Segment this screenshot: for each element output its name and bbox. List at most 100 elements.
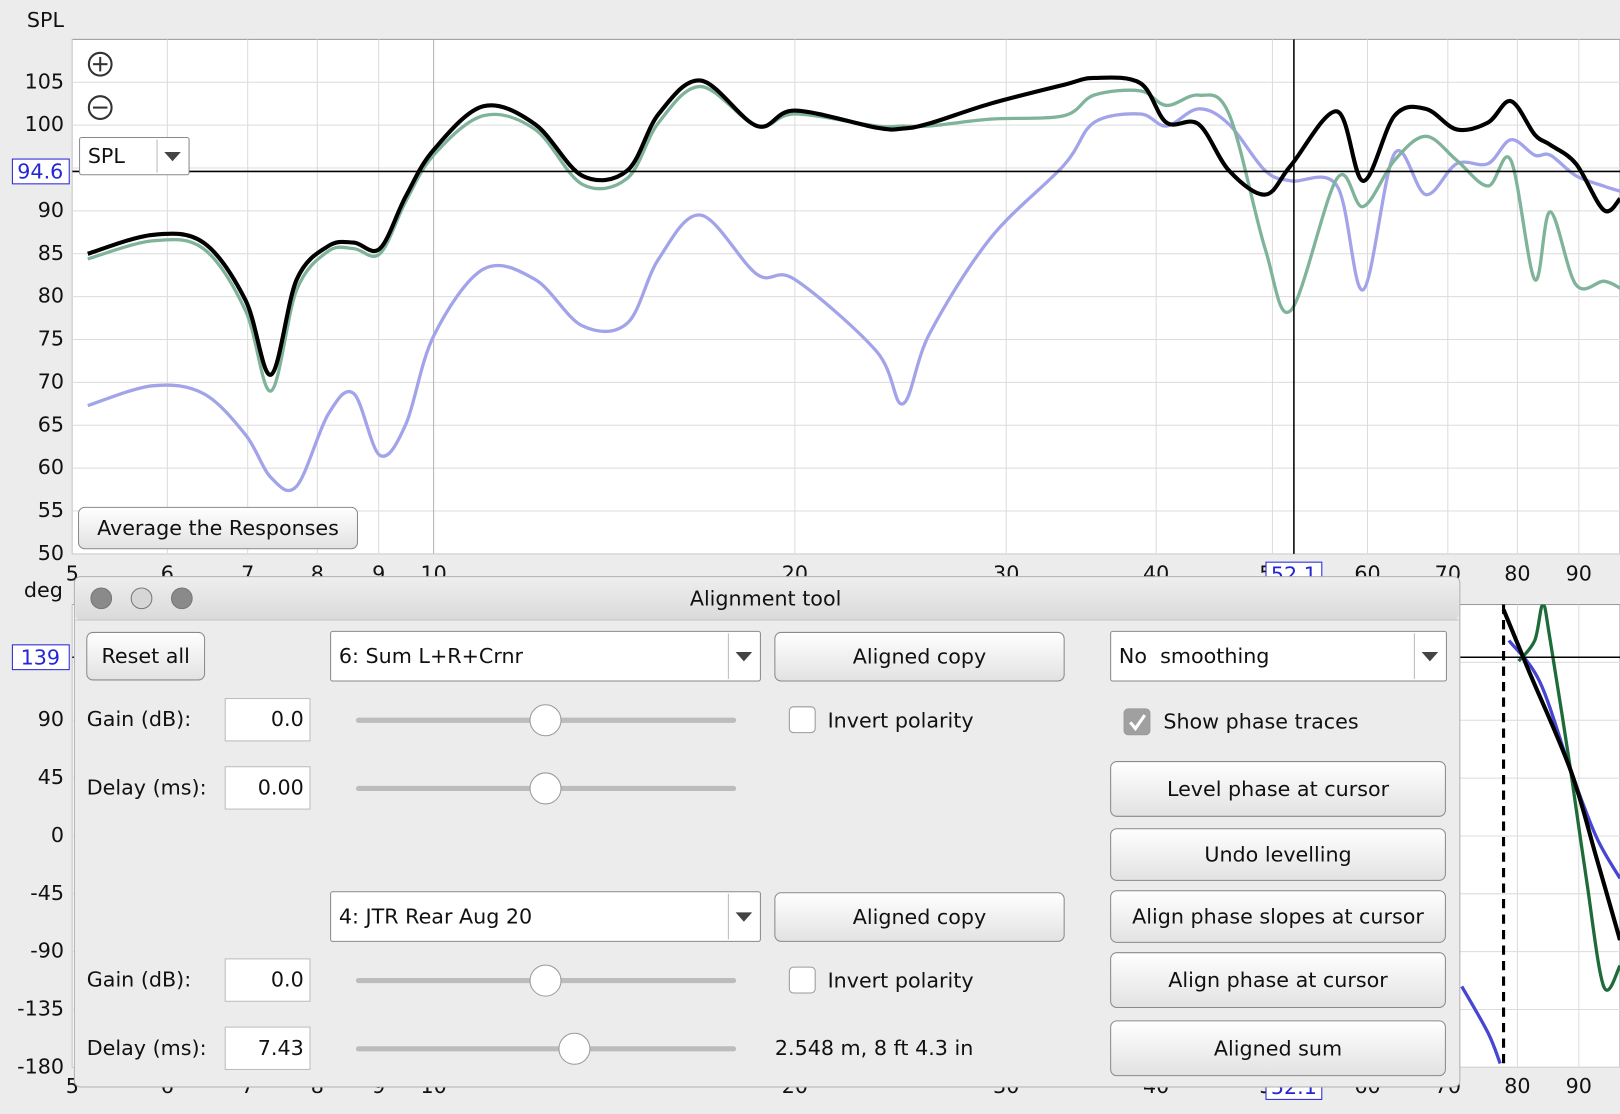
- y-tick-label: 90: [38, 198, 64, 222]
- aligned-copy-button[interactable]: Aligned copy: [774, 631, 1065, 682]
- slider-knob[interactable]: [529, 964, 562, 997]
- button-face: [86, 631, 206, 681]
- reset-button[interactable]: Reset all: [86, 631, 206, 681]
- action-button[interactable]: Align phase at cursor: [1110, 952, 1446, 1008]
- delay-label: Delay (ms):: [87, 1036, 207, 1060]
- checkbox-box: [788, 706, 816, 734]
- action-button[interactable]: Aligned sum: [1110, 1020, 1446, 1077]
- response-trace: [1501, 608, 1620, 941]
- y-tick-label: -45: [30, 881, 64, 905]
- checkbox-box: [1123, 708, 1151, 736]
- y-tick-label: 85: [38, 241, 64, 265]
- text-field[interactable]: [224, 958, 311, 1002]
- window-button[interactable]: [90, 587, 113, 610]
- combo-text: SPL: [88, 144, 126, 168]
- action-button[interactable]: Level phase at cursor: [1110, 761, 1446, 817]
- text-field[interactable]: [224, 766, 311, 810]
- button-label: Average the Responses: [97, 516, 339, 540]
- button-face: [1110, 952, 1446, 1008]
- cursor-label-box: [11, 158, 70, 185]
- response-trace: [87, 107, 1620, 493]
- y-tick-label: 45: [38, 765, 64, 789]
- delay-label: Delay (ms):: [87, 775, 207, 799]
- zoom-icon: [87, 51, 113, 77]
- combo-arrow: [735, 652, 753, 662]
- aligned-copy-button[interactable]: Aligned copy: [774, 892, 1065, 942]
- button-label: Undo levelling: [1204, 843, 1351, 867]
- response-trace: [87, 84, 1620, 393]
- zoom-icon: [87, 95, 113, 120]
- distance-label: 2.548 m, 8 ft 4.3 in: [775, 1036, 973, 1060]
- field-value: 0.0: [271, 707, 304, 731]
- field-value: 7.43: [258, 1036, 304, 1060]
- y-tick-label: 50: [38, 541, 64, 565]
- button-label: Reset all: [101, 644, 189, 668]
- checkbox[interactable]: [1123, 708, 1151, 736]
- dialog-title: Alignment tool: [690, 586, 842, 610]
- combo-arrow: [164, 152, 181, 162]
- response-trace: [87, 75, 1620, 377]
- button-face: [774, 631, 1065, 682]
- y-tick-label: 80: [38, 284, 64, 308]
- measurement-selector[interactable]: 4: JTR Rear Aug 20: [330, 891, 761, 942]
- checkbox[interactable]: [788, 966, 816, 994]
- combo-box: [330, 630, 761, 682]
- combo-text: 6: Sum L+R+Crnr: [339, 644, 524, 668]
- button-face: [1110, 890, 1446, 943]
- combo-box: [1110, 630, 1447, 682]
- text-field[interactable]: [224, 1026, 311, 1070]
- gain-label: Gain (dB):: [87, 707, 191, 731]
- zoom-in[interactable]: [87, 51, 113, 77]
- combo-box: [79, 137, 190, 176]
- spl-selector[interactable]: SPL: [79, 137, 190, 176]
- button-label: Aligned copy: [853, 645, 987, 669]
- button-face: [1110, 828, 1446, 881]
- y-tick-label: -135: [17, 997, 64, 1021]
- action-button[interactable]: Undo levelling: [1110, 828, 1446, 881]
- dialog-title-bar: [75, 577, 1459, 621]
- field-value: 0.0: [271, 968, 304, 992]
- combo-text: No smoothing: [1119, 644, 1270, 668]
- checkmark: [1129, 714, 1147, 732]
- slider-knob[interactable]: [529, 772, 562, 805]
- y-axis-label: deg: [24, 578, 63, 602]
- slider-knob[interactable]: [529, 704, 562, 737]
- gain-label: Gain (dB):: [87, 968, 191, 992]
- cursor-y-label: 139: [21, 645, 60, 669]
- y-tick-label: -180: [17, 1054, 64, 1078]
- combo-arrow: [735, 912, 753, 922]
- show-phase-label: Show phase traces: [1163, 709, 1358, 733]
- checkbox[interactable]: [788, 706, 816, 734]
- button-face: [774, 892, 1065, 942]
- response-trace: [1517, 604, 1620, 992]
- slider-knob[interactable]: [558, 1032, 591, 1065]
- x-tick-label: 80: [1504, 1074, 1530, 1098]
- button-label: Level phase at cursor: [1167, 777, 1390, 801]
- x-tick-label: 90: [1566, 562, 1592, 586]
- y-tick-label: -90: [30, 939, 64, 963]
- y-tick-label: 60: [38, 455, 64, 479]
- invert-label: Invert polarity: [828, 708, 974, 732]
- button-label: Aligned copy: [853, 905, 987, 929]
- field-value: 0.00: [258, 775, 304, 799]
- button-face: [78, 506, 358, 550]
- button-label: Align phase at cursor: [1168, 968, 1388, 992]
- window-button[interactable]: [170, 587, 193, 610]
- y-tick-label: 0: [51, 823, 64, 847]
- button-face: [1110, 761, 1446, 817]
- cursor-y-label: 94.6: [17, 159, 63, 183]
- smoothing-selector[interactable]: No smoothing: [1110, 630, 1447, 682]
- text-field[interactable]: [224, 698, 311, 742]
- y-tick-label: 55: [38, 498, 64, 522]
- average-button[interactable]: Average the Responses: [78, 506, 358, 550]
- y-tick-label: 105: [25, 69, 64, 93]
- window-button[interactable]: [130, 587, 153, 610]
- measurement-selector[interactable]: 6: Sum L+R+Crnr: [330, 630, 761, 682]
- x-tick-label: 80: [1504, 562, 1530, 586]
- action-button[interactable]: Align phase slopes at cursor: [1110, 890, 1446, 943]
- x-tick-label: 90: [1566, 1074, 1592, 1098]
- y-tick-label: 70: [38, 369, 64, 393]
- zoom-out[interactable]: [87, 95, 113, 120]
